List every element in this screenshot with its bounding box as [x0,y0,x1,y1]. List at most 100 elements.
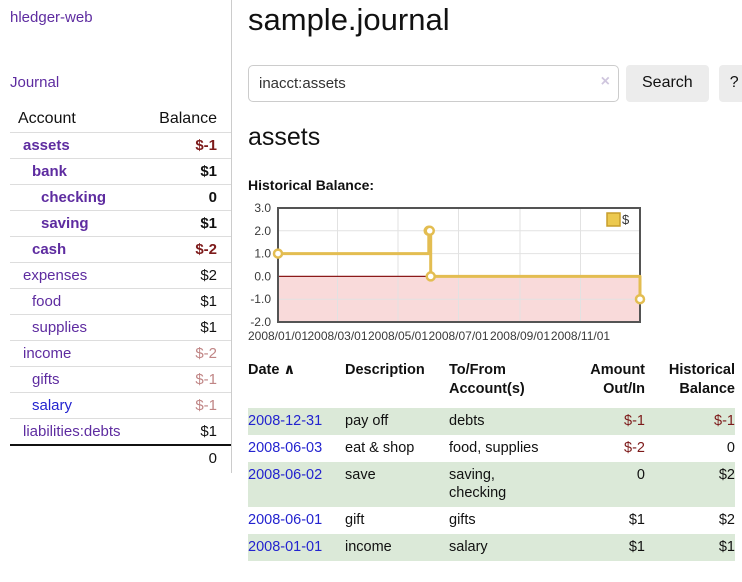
account-link[interactable]: assets [23,137,70,154]
account-row: gifts $-1 [10,366,231,393]
account-balance: $-1 [195,137,217,154]
transaction-date-link[interactable]: 2008-12-31 [248,412,323,429]
accounts-column-header: To/From Account(s) [449,361,525,397]
search-field-wrap: × [248,64,619,102]
transaction-description: eat & shop [345,439,415,456]
search-button[interactable]: Search [626,64,709,102]
account-link[interactable]: bank [32,163,68,180]
transaction-row: 2008-06-01 gift gifts $1 $2 [248,507,735,534]
balance-column-header: Balance [159,110,217,127]
sidebar: hledger-web Journal Account Balance asse… [0,0,232,473]
svg-text:3.0: 3.0 [254,201,271,215]
transaction-description: pay off [345,412,389,429]
main-content: sample.journal × Search ? assets Histori… [232,0,742,561]
help-button[interactable]: ? [718,64,742,102]
transaction-amount: $-2 [624,439,645,456]
transaction-row: 2008-12-31 pay off debts $-1 $-1 [248,407,735,435]
transaction-accounts: food, supplies [449,439,539,456]
clear-search-icon[interactable]: × [600,72,610,90]
transaction-description: gift [345,512,365,529]
app-title-link[interactable]: hledger-web [10,9,93,26]
transaction-date-link[interactable]: 2008-06-02 [248,466,323,483]
date-column-header[interactable]: Date ∧ [248,361,296,378]
transaction-description: income [345,539,392,556]
chart-title: Historical Balance: [248,176,375,193]
account-heading: assets [248,122,321,151]
account-balance: $1 [200,215,217,232]
account-link[interactable]: saving [41,215,89,232]
transaction-amount: 0 [636,466,645,483]
account-link[interactable]: expenses [23,267,88,284]
app: hledger-web Journal Account Balance asse… [0,0,742,561]
transaction-accounts: debts [449,412,485,429]
account-row: food $1 [10,288,231,315]
svg-text:2008/05/01: 2008/05/01 [368,329,428,343]
search-input[interactable] [248,64,619,102]
account-link[interactable]: supplies [32,319,88,336]
account-balance: 0 [208,189,217,206]
transaction-row: 2008-01-01 income salary $1 $1 [248,534,735,561]
account-link[interactable]: gifts [32,371,60,388]
transaction-date-link[interactable]: 2008-06-03 [248,439,323,456]
journal-nav-link[interactable]: Journal [10,74,60,91]
svg-text:2008/07/01: 2008/07/01 [428,329,488,343]
account-link[interactable]: checking [41,189,107,206]
transaction-balance: $1 [718,539,735,556]
account-row: salary $-1 [10,392,231,419]
transaction-accounts: gifts [449,512,476,529]
svg-text:-2.0: -2.0 [250,315,271,329]
transaction-balance: $-1 [714,412,735,429]
accounts-total-balance: 0 [208,450,217,467]
account-link[interactable]: liabilities:debts [23,423,121,440]
journal-nav: Journal [10,74,231,91]
transaction-balance: 0 [726,439,735,456]
app-title: hledger-web [10,9,231,26]
svg-text:0.0: 0.0 [254,269,271,283]
account-row: saving $1 [10,210,231,237]
accounts-total-row: 0 [10,445,231,471]
transaction-date-link[interactable]: 2008-01-01 [248,539,323,556]
page-title: sample.journal [248,2,450,37]
account-balance: $1 [200,319,217,336]
account-row: checking 0 [10,184,231,211]
account-link[interactable]: income [23,345,72,362]
svg-text:2008/11/01: 2008/11/01 [551,329,610,343]
search-form: × Search ? [248,64,742,102]
transaction-accounts: saving, checking [449,466,507,502]
transaction-row: 2008-06-03 eat & shop food, supplies $-2… [248,435,735,462]
transaction-accounts: salary [449,539,488,556]
amount-column-header: Amount Out/In [590,361,645,397]
transaction-row: 2008-06-02 save saving, checking 0 $2 [248,461,735,508]
transaction-amount: $-1 [624,412,645,429]
account-row: bank $1 [10,158,231,185]
svg-text:2008/01/01: 2008/01/01 [248,329,308,343]
account-balance: $1 [200,423,217,440]
account-row: liabilities:debts $1 [10,418,231,446]
transaction-date-link[interactable]: 2008-06-01 [248,512,323,529]
accounts-table-header-row: Account Balance [10,106,231,133]
register-header-row: Date ∧ Description To/From Account(s) Am… [248,361,735,408]
account-balance: $-2 [195,345,217,362]
account-row: assets $-1 [10,132,231,159]
account-balance: $-1 [195,397,217,414]
account-link[interactable]: salary [32,397,73,414]
account-link[interactable]: cash [32,241,67,258]
svg-text:2008/09/01: 2008/09/01 [490,329,550,343]
account-link[interactable]: food [32,293,62,310]
account-row: cash $-2 [10,236,231,263]
svg-text:2.0: 2.0 [254,223,271,237]
transaction-balance: $2 [718,512,735,529]
account-column-header: Account [18,110,76,127]
account-row: income $-2 [10,340,231,367]
svg-text:$: $ [622,212,630,227]
svg-text:1.0: 1.0 [254,246,271,260]
account-row: expenses $2 [10,262,231,289]
accounts-table: Account Balance assets $-1 bank $1 check… [10,106,231,471]
account-row: supplies $1 [10,314,231,341]
transaction-balance: $2 [718,466,735,483]
transaction-amount: $1 [628,512,645,529]
transaction-description: save [345,466,376,483]
historical-balance-column-header: Historical Balance [668,361,735,397]
account-balance: $2 [200,267,217,284]
